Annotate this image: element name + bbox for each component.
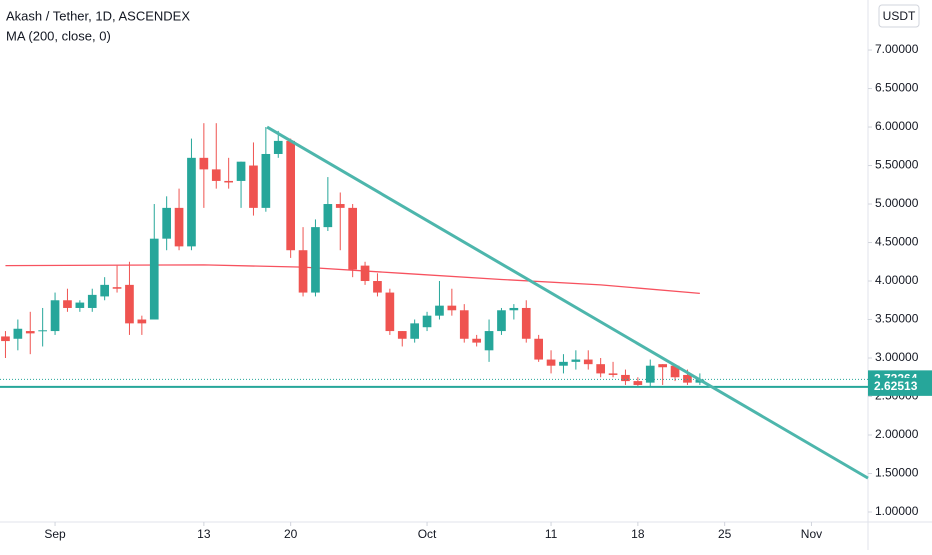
candle-body xyxy=(559,361,568,366)
y-tick-label: 3.00000 xyxy=(875,350,919,364)
candle-body xyxy=(50,300,60,332)
x-tick-label: Oct xyxy=(418,527,437,541)
candle-body xyxy=(149,238,159,320)
candle-body xyxy=(534,338,543,360)
candle-body xyxy=(249,165,258,208)
y-tick-label: 4.50000 xyxy=(875,235,919,249)
candle-body xyxy=(435,305,444,316)
y-tick-label: 3.50000 xyxy=(875,312,919,326)
candle-body xyxy=(683,374,692,383)
candle-body xyxy=(75,302,85,308)
candle-body xyxy=(571,359,581,362)
candle-body xyxy=(38,330,47,332)
candle-body xyxy=(323,204,333,228)
candle-body xyxy=(236,161,246,181)
y-tick-label: 5.00000 xyxy=(875,196,919,210)
candle-body xyxy=(87,294,97,308)
chart-title: Akash / Tether, 1D, ASCENDEX xyxy=(6,8,190,23)
x-tick-label: 11 xyxy=(545,527,558,541)
candle-body xyxy=(472,338,481,343)
candle-body xyxy=(621,374,630,382)
x-tick-label: 13 xyxy=(197,527,211,541)
y-tick-label: 6.50000 xyxy=(875,81,919,95)
candle-body xyxy=(509,307,519,311)
candle-body xyxy=(497,310,506,332)
candle-body xyxy=(596,364,605,374)
currency-label: USDT xyxy=(883,9,916,23)
candle-body xyxy=(162,207,171,239)
candle-body xyxy=(100,284,109,297)
candle-body xyxy=(373,281,382,293)
candle-body xyxy=(1,336,10,342)
x-tick-label: 18 xyxy=(631,527,645,541)
candle-body xyxy=(211,169,221,181)
candle-body xyxy=(273,140,283,154)
trend-line xyxy=(266,125,869,480)
moving-average xyxy=(5,264,700,294)
candle-body xyxy=(261,153,271,208)
candle-body xyxy=(286,140,295,251)
price-label-bg xyxy=(868,377,932,396)
currency-badge[interactable] xyxy=(878,4,920,28)
candle-body xyxy=(397,331,407,339)
candle-body xyxy=(224,180,233,183)
candle-body xyxy=(645,365,655,383)
x-tick-label: 20 xyxy=(284,527,298,541)
y-tick-label: 4.00000 xyxy=(875,273,919,287)
price-label: 2.62513 xyxy=(874,379,918,393)
candle-body xyxy=(125,284,134,324)
candle-body xyxy=(670,365,680,378)
candle-body xyxy=(658,364,667,368)
candle-body xyxy=(13,328,23,339)
candle-body xyxy=(112,287,122,289)
candle-body xyxy=(311,227,320,293)
candle-body xyxy=(484,331,494,351)
candle-body xyxy=(410,323,419,339)
x-tick-label: Nov xyxy=(801,527,822,541)
x-tick-label: Sep xyxy=(44,527,66,541)
candle-body xyxy=(360,265,370,282)
y-tick-label: 5.50000 xyxy=(875,158,919,172)
marks xyxy=(0,123,869,480)
candle-body xyxy=(335,204,345,208)
candle-body xyxy=(546,359,556,366)
y-tick-label: 7.00000 xyxy=(875,42,919,56)
candle-body xyxy=(199,157,209,170)
y-tick-label: 6.00000 xyxy=(875,119,919,133)
candle-body xyxy=(25,331,35,334)
candle-body xyxy=(459,310,469,339)
y-tick-label: 1.50000 xyxy=(875,466,919,480)
candle-body xyxy=(174,207,184,247)
candle-body xyxy=(298,250,308,293)
candle-body xyxy=(187,157,196,247)
candle-body xyxy=(608,373,618,375)
candle-body xyxy=(447,305,457,311)
candle-body xyxy=(348,207,357,270)
candle-body xyxy=(63,300,72,308)
candle-body xyxy=(521,307,531,339)
candle-body xyxy=(137,319,147,324)
indicator-label: MA (200, close, 0) xyxy=(6,28,111,43)
candle-body xyxy=(385,292,395,332)
x-tick-label: 25 xyxy=(718,527,732,541)
candle-body xyxy=(583,359,593,365)
y-tick-label: 1.00000 xyxy=(875,504,919,518)
candle-body xyxy=(633,381,643,385)
y-tick-label: 2.00000 xyxy=(875,427,919,441)
candle-body xyxy=(422,315,432,328)
